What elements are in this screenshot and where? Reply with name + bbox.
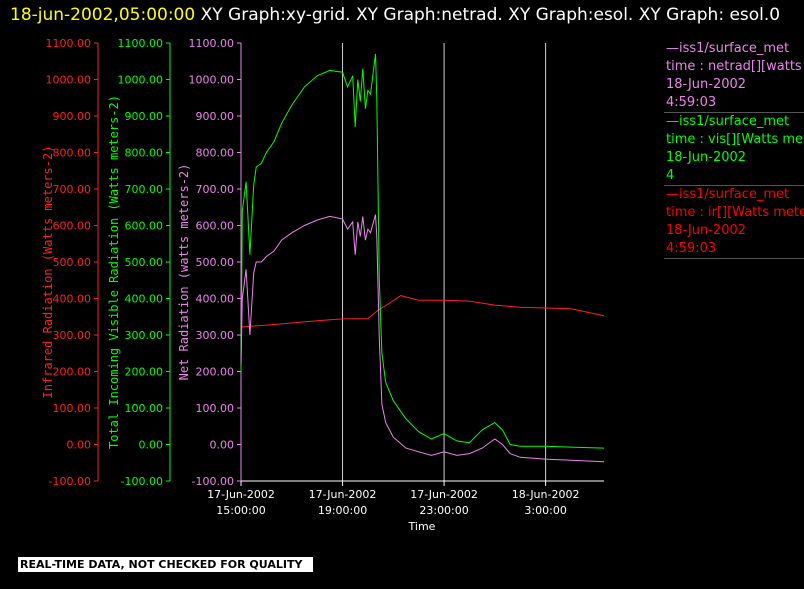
legend-desc: time : ir[][Watts meters-2] <box>666 205 804 220</box>
y-tick-label: 1100.00 <box>189 37 235 50</box>
x-axis-label: Time <box>408 520 436 533</box>
y-tick-label: 800.00 <box>196 147 235 160</box>
legend-source: —iss1/surface_met <box>666 187 790 202</box>
y-tick-label: 600.00 <box>125 220 164 233</box>
x-tick-date: 17-Jun-2002 <box>410 488 478 501</box>
quality-banner: REAL-TIME DATA, NOT CHECKED FOR QUALITY <box>18 557 313 572</box>
y-tick-label: 500.00 <box>196 256 235 269</box>
y-tick-label: 0.00 <box>210 439 235 452</box>
y-tick-label: 300.00 <box>196 329 235 342</box>
x-tick-date: 17-Jun-2002 <box>309 488 377 501</box>
legend-source: —iss1/surface_met <box>666 114 790 129</box>
y-tick-label: 100.00 <box>196 402 235 415</box>
y-tick-label: 200.00 <box>196 366 235 379</box>
x-tick-date: 17-Jun-2002 <box>207 488 275 501</box>
legend-date: 18-Jun-2002 <box>666 150 747 165</box>
y-tick-label: 400.00 <box>196 293 235 306</box>
y-tick-label: 900.00 <box>125 110 164 123</box>
x-tick-date: 18-Jun-2002 <box>512 488 580 501</box>
y-tick-label: 800.00 <box>53 147 92 160</box>
y-tick-label: 1000.00 <box>46 74 92 87</box>
y-tick-label: 700.00 <box>196 183 235 196</box>
legend-desc: time : netrad[][watts meters-2] <box>666 59 804 74</box>
y-tick-label: 800.00 <box>125 147 164 160</box>
y-tick-label: 400.00 <box>53 293 92 306</box>
x-tick-time: 3:00:00 <box>524 504 566 517</box>
y-tick-label: 500.00 <box>53 256 92 269</box>
y-axis-label: Infrared Radiation (Watts meters-2) <box>41 146 55 399</box>
y-tick-label: 200.00 <box>53 366 92 379</box>
x-tick-time: 19:00:00 <box>318 504 367 517</box>
y-tick-label: -100.00 <box>192 475 234 488</box>
x-tick-time: 15:00:00 <box>216 504 265 517</box>
legend-time: 4 <box>666 168 675 183</box>
legend-date: 18-Jun-2002 <box>666 77 747 92</box>
y-tick-label: 200.00 <box>125 366 164 379</box>
y-tick-label: 100.00 <box>53 402 92 415</box>
y-tick-label: 1100.00 <box>118 37 164 50</box>
legend-date: 18-Jun-2002 <box>666 223 747 238</box>
y-tick-label: 500.00 <box>125 256 164 269</box>
y-tick-label: -100.00 <box>121 475 163 488</box>
y-tick-label: 0.00 <box>67 439 92 452</box>
y-tick-label: 900.00 <box>53 110 92 123</box>
y-tick-label: 900.00 <box>196 110 235 123</box>
y-tick-label: 300.00 <box>125 329 164 342</box>
y-axis-label: Total Incoming Visible Radiation (Watts … <box>107 95 121 449</box>
y-tick-label: 300.00 <box>53 329 92 342</box>
y-tick-label: 400.00 <box>125 293 164 306</box>
legend-time: 4:59:03 <box>666 241 717 256</box>
y-tick-label: 600.00 <box>53 220 92 233</box>
x-tick-time: 23:00:00 <box>419 504 468 517</box>
legend-desc: time : vis[][Watts meters-2] <box>666 132 804 147</box>
series-line-1 <box>240 53 605 449</box>
y-tick-label: 1000.00 <box>118 74 164 87</box>
y-tick-label: 100.00 <box>125 402 164 415</box>
y-tick-label: 0.00 <box>139 439 164 452</box>
y-axis-label: Net Radiation (watts meters-2) <box>177 164 191 381</box>
y-tick-label: 700.00 <box>125 183 164 196</box>
y-tick-label: 1000.00 <box>189 74 235 87</box>
y-tick-label: 600.00 <box>196 220 235 233</box>
header: 18-jun-2002,05:00:00 XY Graph:xy-grid. X… <box>10 2 790 28</box>
y-tick-label: -100.00 <box>49 475 91 488</box>
y-tick-label: 700.00 <box>53 183 92 196</box>
y-tick-label: 1100.00 <box>46 37 92 50</box>
header-title: XY Graph:xy-grid. XY Graph:netrad. XY Gr… <box>200 5 781 25</box>
header-timestamp: 18-jun-2002,05:00:00 <box>10 5 196 25</box>
legend-source: —iss1/surface_met <box>666 41 790 56</box>
legend-time: 4:59:03 <box>666 95 717 110</box>
series-line-2 <box>240 214 605 463</box>
series-line-0 <box>240 295 605 328</box>
